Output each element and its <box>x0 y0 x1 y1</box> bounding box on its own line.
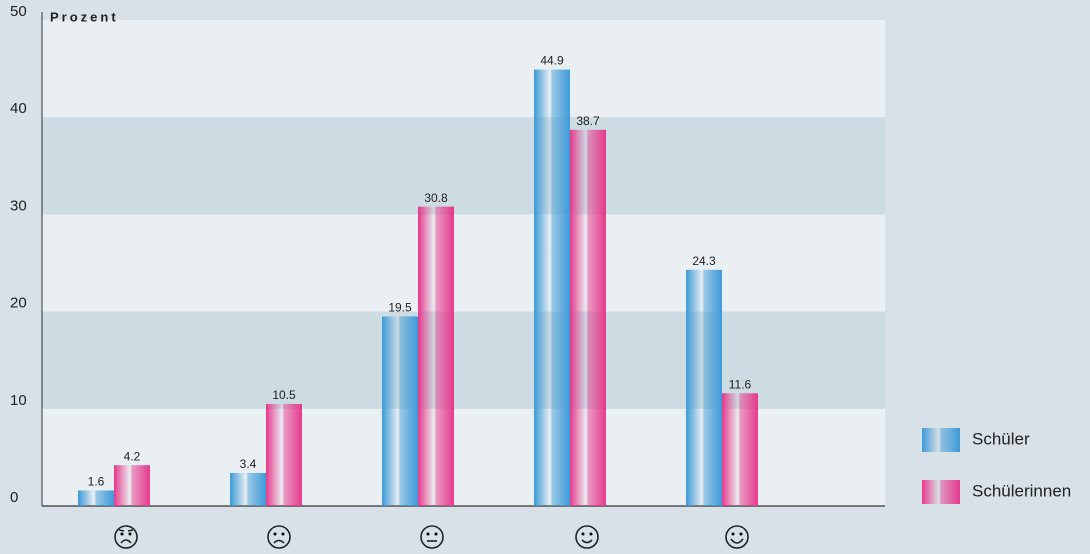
grid-band <box>42 117 885 215</box>
legend-label: Schülerinnen <box>972 481 1071 500</box>
bar <box>78 490 114 506</box>
value-label: 30.8 <box>424 191 448 205</box>
category-icons <box>114 525 749 549</box>
y-tick-label: 20 <box>10 295 27 312</box>
face-sad <box>267 525 291 549</box>
legend-swatch <box>922 480 960 504</box>
value-label: 3.4 <box>240 457 257 471</box>
value-label: 11.6 <box>729 377 752 391</box>
y-tick-label: 40 <box>10 100 27 117</box>
bar <box>266 403 302 506</box>
value-label: 38.7 <box>576 114 600 128</box>
bar <box>570 129 606 506</box>
bar <box>418 206 454 506</box>
face-big-smile <box>725 525 749 549</box>
value-label: 24.3 <box>692 254 716 268</box>
value-label: 44.9 <box>540 54 564 68</box>
bar <box>534 69 570 507</box>
bar <box>686 269 722 506</box>
bar <box>114 465 150 506</box>
y-tick-label: 30 <box>10 197 27 214</box>
grid-band <box>42 311 885 409</box>
legend-label: Schüler <box>972 429 1030 448</box>
bar <box>230 472 266 506</box>
plot-area <box>42 20 885 506</box>
y-tick-label: 0 <box>10 489 18 506</box>
value-label: 19.5 <box>388 301 412 315</box>
face-neutral <box>420 525 444 549</box>
y-tick-label: 50 <box>10 3 27 20</box>
y-tick-label: 10 <box>10 392 27 409</box>
bar <box>382 316 418 506</box>
face-very-sad <box>114 525 138 549</box>
value-label: 1.6 <box>88 475 105 489</box>
bands <box>42 20 885 506</box>
value-label: 4.2 <box>124 449 141 463</box>
value-label: 10.5 <box>272 388 296 402</box>
y-axis-title: Prozent <box>50 9 119 24</box>
bar <box>722 393 758 506</box>
face-smile <box>575 525 599 549</box>
legend-swatch <box>922 428 960 452</box>
